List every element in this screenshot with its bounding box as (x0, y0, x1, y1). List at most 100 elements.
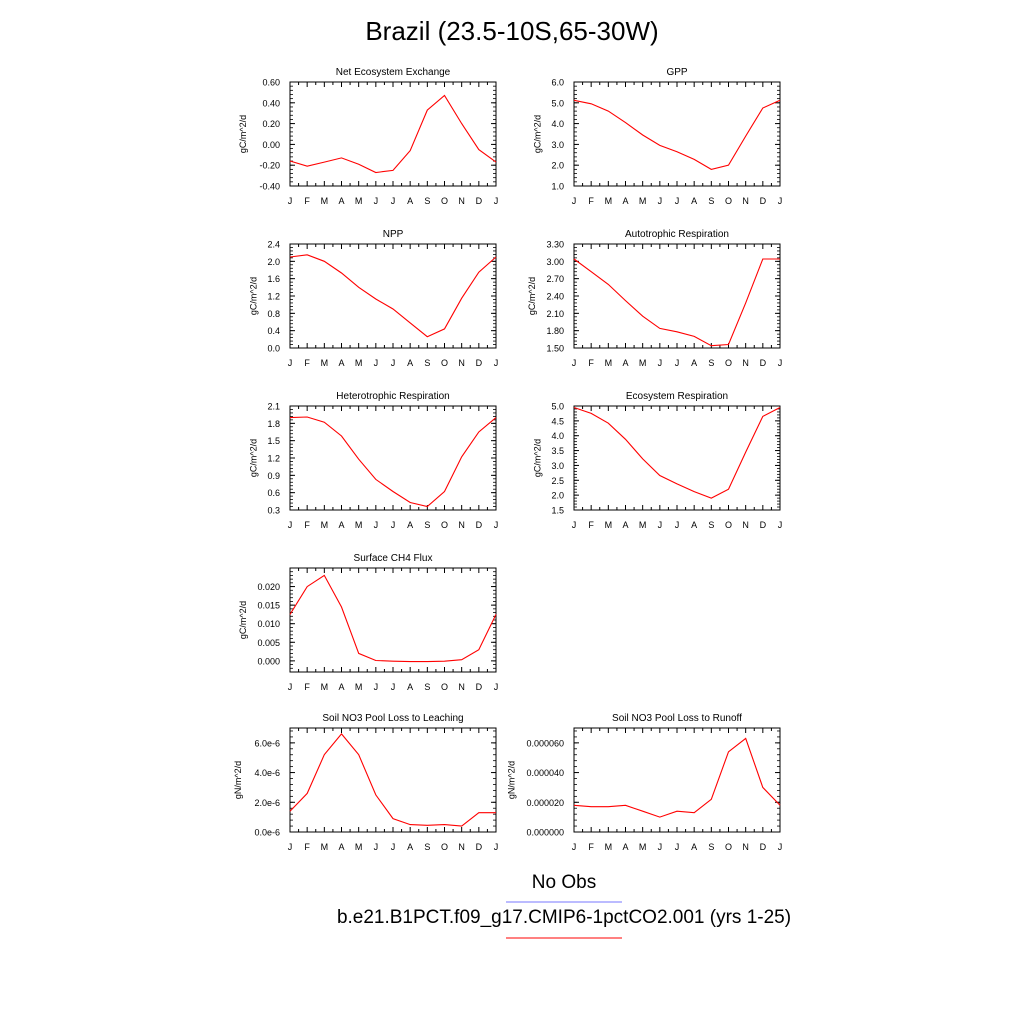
series-line (573, 258, 780, 347)
y-tick-label: 0.000000 (526, 828, 564, 838)
page-title: Brazil (23.5-10S,65-30W) (365, 16, 659, 46)
x-tick-label: M (321, 520, 329, 530)
x-tick-label: A (407, 196, 413, 206)
y-tick-label: 1.6 (267, 274, 280, 284)
x-tick-label: A (622, 520, 628, 530)
x-tick-label: A (622, 358, 628, 368)
x-tick-label: F (304, 682, 310, 692)
y-axis-label: gC/m^2/d (248, 277, 258, 315)
y-axis-label: gC/m^2/d (532, 439, 542, 477)
x-tick-label: J (675, 842, 680, 852)
y-tick-label: 2.0 (551, 161, 564, 171)
y-tick-label: 3.5 (551, 446, 564, 456)
x-tick-label: J (778, 842, 783, 852)
plot-frame (573, 243, 781, 349)
x-tick-label: J (572, 196, 577, 206)
x-tick-label: J (374, 358, 379, 368)
x-tick-label: O (441, 520, 448, 530)
x-tick-label: A (691, 358, 697, 368)
y-tick-label: 2.40 (546, 292, 564, 302)
y-tick-label: 0.000020 (526, 798, 564, 808)
x-tick-label: A (338, 520, 344, 530)
y-tick-label: 0.8 (267, 309, 280, 319)
y-tick-label: 2.0 (551, 491, 564, 501)
x-tick-label: J (494, 520, 499, 530)
panel-title: NPP (383, 229, 404, 240)
y-tick-label: 5.0 (551, 98, 564, 108)
y-tick-label: 0.000040 (526, 768, 564, 778)
x-tick-label: N (742, 842, 749, 852)
x-tick-label: J (675, 520, 680, 530)
panel-title: Autotrophic Respiration (625, 229, 729, 240)
panel-title: GPP (666, 67, 687, 78)
y-axis-label: gN/m^2/d (233, 761, 243, 799)
panel-title: Soil NO3 Pool Loss to Leaching (322, 713, 463, 724)
y-tick-label: 1.5 (267, 436, 280, 446)
x-tick-label: M (321, 842, 329, 852)
x-tick-label: N (458, 682, 465, 692)
y-tick-label: 0.010 (257, 619, 280, 629)
series-line (289, 574, 497, 663)
x-tick-label: J (778, 520, 783, 530)
panel-title: Ecosystem Respiration (626, 391, 728, 402)
plot-frame (289, 567, 497, 673)
x-tick-label: S (424, 358, 430, 368)
x-tick-label: J (391, 196, 396, 206)
y-tick-label: 0.3 (267, 506, 280, 516)
x-tick-label: D (760, 842, 767, 852)
panel-title: Soil NO3 Pool Loss to Runoff (612, 713, 742, 724)
y-tick-label: 0.60 (262, 78, 280, 88)
x-tick-label: J (675, 196, 680, 206)
plot-frame (573, 727, 781, 833)
y-tick-label: 0.000 (257, 656, 280, 666)
y-axis-label: gC/m^2/d (238, 115, 248, 153)
y-tick-label: 0.40 (262, 98, 280, 108)
x-tick-label: A (407, 842, 413, 852)
x-tick-label: A (691, 520, 697, 530)
x-tick-label: A (407, 358, 413, 368)
x-tick-label: N (458, 358, 465, 368)
plot-frame (289, 727, 497, 833)
y-tick-label: 4.5 (551, 416, 564, 426)
x-tick-label: J (572, 520, 577, 530)
x-tick-label: F (304, 358, 310, 368)
x-tick-label: S (424, 842, 430, 852)
y-tick-label: 0.020 (257, 582, 280, 592)
x-tick-label: F (588, 520, 594, 530)
y-tick-label: 3.0 (551, 461, 564, 471)
x-tick-label: O (441, 358, 448, 368)
x-tick-label: M (605, 520, 613, 530)
x-tick-label: A (338, 358, 344, 368)
y-tick-label: 0.4 (267, 326, 280, 336)
x-tick-label: N (458, 520, 465, 530)
y-axis-label: gC/m^2/d (532, 115, 542, 153)
y-tick-label: 1.80 (546, 326, 564, 336)
y-tick-label: 3.0 (551, 140, 564, 150)
y-tick-label: 2.4 (267, 240, 280, 250)
y-axis-label: gN/m^2/d (506, 761, 516, 799)
y-tick-label: 6.0 (551, 78, 564, 88)
x-tick-label: M (321, 682, 329, 692)
series-line (573, 99, 781, 170)
x-tick-label: S (708, 196, 714, 206)
x-tick-label: S (708, 358, 714, 368)
y-tick-label: 4.0 (551, 119, 564, 129)
y-tick-label: 1.5 (551, 506, 564, 516)
y-tick-label: 0.015 (257, 601, 280, 611)
x-tick-label: J (572, 358, 577, 368)
x-tick-label: J (675, 358, 680, 368)
panel-title: Surface CH4 Flux (354, 553, 433, 564)
x-tick-label: S (424, 196, 430, 206)
x-tick-label: M (355, 520, 363, 530)
panel-title: Heterotrophic Respiration (336, 391, 449, 402)
series-line (289, 94, 497, 174)
x-tick-label: M (605, 358, 613, 368)
y-tick-label: 1.50 (546, 344, 564, 354)
